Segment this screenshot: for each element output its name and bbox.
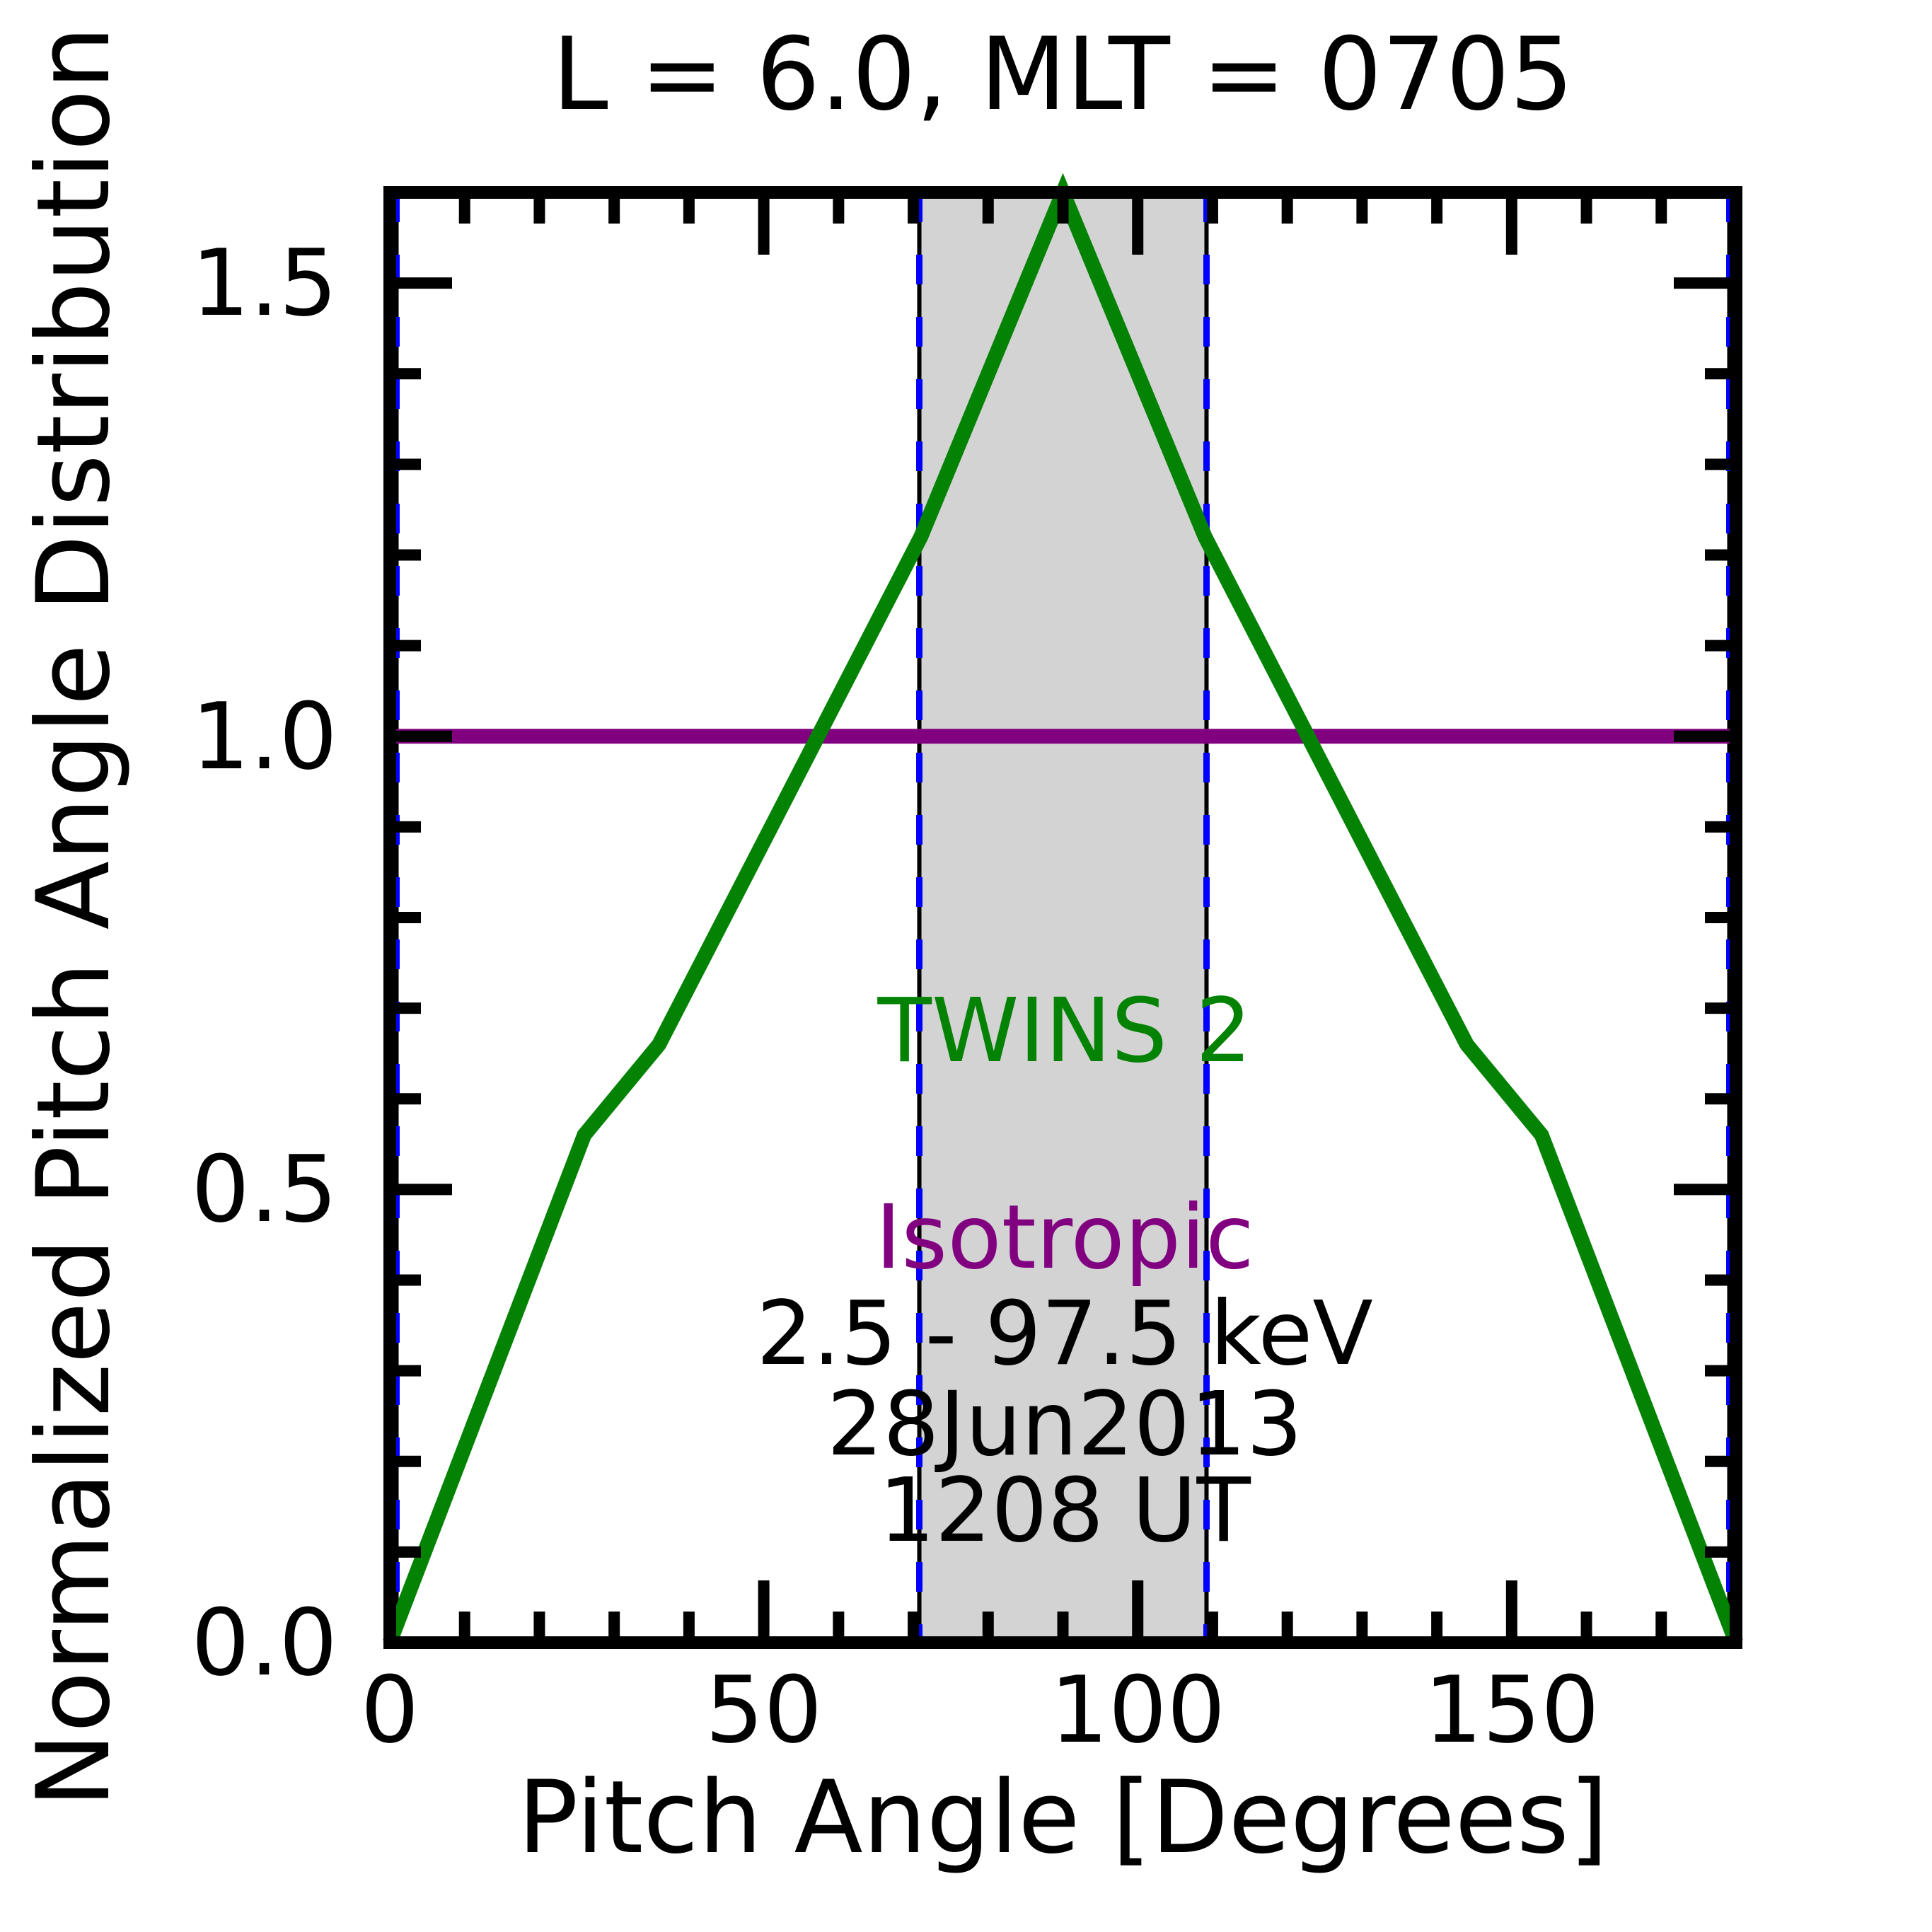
y-tick-label-1.0: 1.0 <box>191 682 337 790</box>
time-label: 1208 UT <box>879 1459 1251 1563</box>
plot-title: L = 6.0, MLT = 0705 <box>552 16 1574 133</box>
date-label: 28Jun2013 <box>826 1373 1303 1476</box>
y-tick-label-0.5: 0.5 <box>191 1135 337 1244</box>
series-label-isotropic: Isotropic <box>875 1186 1254 1290</box>
series-label-twins2: TWINS 2 <box>877 980 1252 1083</box>
energy-range-label: 2.5 - 97.5 keV <box>756 1283 1373 1386</box>
x-axis-label: Pitch Angle [Degrees] <box>517 1759 1609 1876</box>
y-tick-label-1.5: 1.5 <box>191 229 337 337</box>
x-tick-label-150: 150 <box>1423 1656 1600 1764</box>
x-tick-label-100: 100 <box>1050 1656 1226 1764</box>
y-tick-label-0.0: 0.0 <box>191 1589 337 1696</box>
x-tick-label-50: 50 <box>705 1656 823 1764</box>
x-tick-label-0: 0 <box>360 1656 420 1764</box>
